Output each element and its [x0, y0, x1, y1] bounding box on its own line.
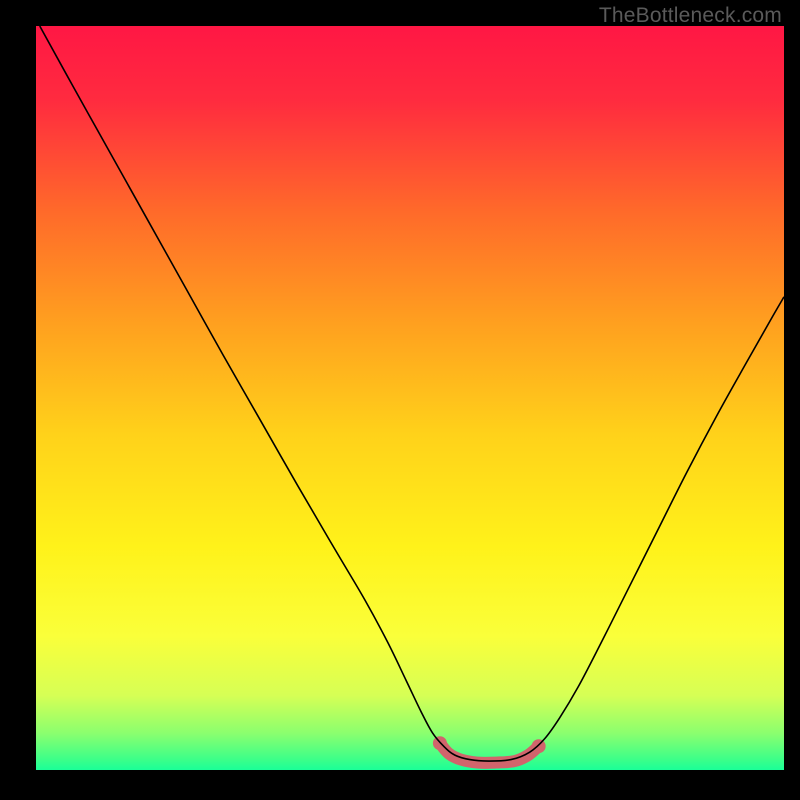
gradient-background: [36, 26, 784, 770]
watermark-text: TheBottleneck.com: [599, 4, 782, 28]
range-end-dot: [532, 739, 546, 753]
bottleneck-curve-chart: [36, 26, 784, 770]
chart-frame: TheBottleneck.com: [0, 0, 800, 800]
